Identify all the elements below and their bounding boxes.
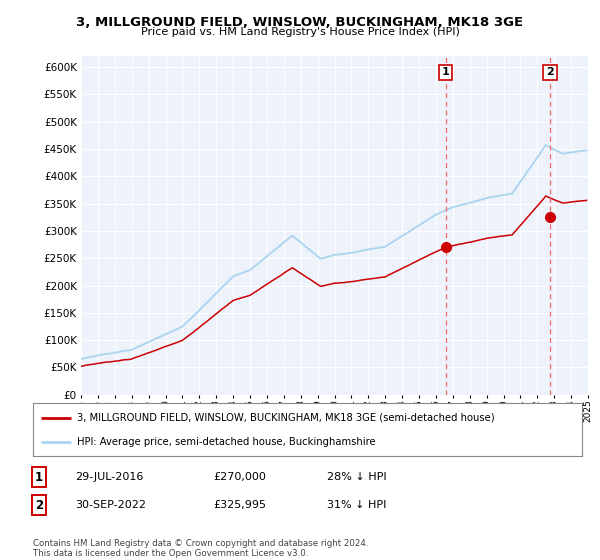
Text: Contains HM Land Registry data © Crown copyright and database right 2024.
This d: Contains HM Land Registry data © Crown c… [33,539,368,558]
Text: 2: 2 [546,67,554,77]
Text: 31% ↓ HPI: 31% ↓ HPI [327,500,386,510]
Text: £325,995: £325,995 [213,500,266,510]
Text: 2: 2 [35,498,43,512]
Text: 1: 1 [442,67,449,77]
Text: 1: 1 [35,470,43,484]
Text: £270,000: £270,000 [213,472,266,482]
Text: HPI: Average price, semi-detached house, Buckinghamshire: HPI: Average price, semi-detached house,… [77,437,376,447]
Text: 3, MILLGROUND FIELD, WINSLOW, BUCKINGHAM, MK18 3GE: 3, MILLGROUND FIELD, WINSLOW, BUCKINGHAM… [76,16,524,29]
Text: 29-JUL-2016: 29-JUL-2016 [75,472,143,482]
Text: 30-SEP-2022: 30-SEP-2022 [75,500,146,510]
Text: Price paid vs. HM Land Registry's House Price Index (HPI): Price paid vs. HM Land Registry's House … [140,27,460,37]
Text: 28% ↓ HPI: 28% ↓ HPI [327,472,386,482]
Text: 3, MILLGROUND FIELD, WINSLOW, BUCKINGHAM, MK18 3GE (semi-detached house): 3, MILLGROUND FIELD, WINSLOW, BUCKINGHAM… [77,413,494,423]
